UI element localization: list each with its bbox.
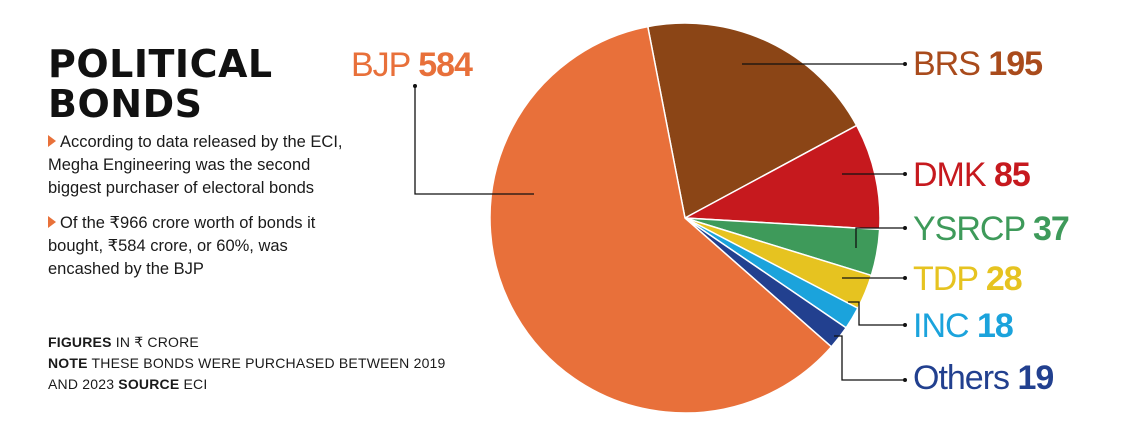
page-title: POLITICAL BONDS bbox=[48, 44, 273, 124]
slice-label-name: BRS bbox=[913, 45, 988, 83]
slice-label-others: Others 19 bbox=[913, 359, 1053, 397]
leader-dot-ysrcp bbox=[903, 226, 907, 230]
pie-slice-dmk bbox=[682, 124, 881, 231]
figures-line: FIGURES IN ₹ CRORE bbox=[48, 332, 468, 353]
orange-triangle-icon bbox=[48, 135, 56, 147]
slice-label-value: 18 bbox=[977, 307, 1013, 345]
slice-label-bjp: BJP 584 bbox=[351, 46, 473, 84]
leader-dot-bjp bbox=[413, 84, 417, 88]
note-text: THESE BONDS WERE PURCHASED BETWEEN 2019 … bbox=[48, 355, 446, 392]
title-line-1: POLITICAL bbox=[48, 42, 273, 86]
footnote: FIGURES IN ₹ CRORE NOTE THESE BONDS WERE… bbox=[48, 332, 468, 395]
slice-label-value: 85 bbox=[994, 156, 1030, 194]
slice-label-name: Others bbox=[913, 359, 1017, 397]
leader-dot-tdp bbox=[903, 276, 907, 280]
orange-triangle-icon bbox=[48, 216, 56, 228]
slice-label-value: 37 bbox=[1033, 210, 1069, 248]
slice-label-name: BJP bbox=[351, 46, 418, 84]
slice-label-tdp: TDP 28 bbox=[913, 260, 1022, 298]
pie-slice-brs bbox=[646, 22, 858, 220]
leader-dot-others bbox=[903, 378, 907, 382]
leader-line-ysrcp bbox=[855, 227, 905, 248]
slice-label-name: YSRCP bbox=[913, 210, 1033, 248]
slice-label-value: 584 bbox=[418, 46, 473, 84]
slice-label-name: TDP bbox=[913, 260, 986, 298]
figures-key: FIGURES bbox=[48, 334, 112, 350]
leader-line-bjp bbox=[414, 86, 534, 195]
leader-lines bbox=[413, 62, 907, 382]
leader-dot-dmk bbox=[903, 172, 907, 176]
leader-dot-brs bbox=[903, 62, 907, 66]
slice-label-name: DMK bbox=[913, 156, 994, 194]
slice-label-inc: INC 18 bbox=[913, 307, 1013, 345]
slice-label-ysrcp: YSRCP 37 bbox=[913, 210, 1069, 248]
source-text: ECI bbox=[179, 376, 208, 392]
slice-label-value: 28 bbox=[986, 260, 1022, 298]
bullet-list: According to data released by the ECI, M… bbox=[48, 131, 348, 293]
figures-text: IN ₹ CRORE bbox=[111, 334, 199, 350]
slice-label-value: 195 bbox=[988, 45, 1042, 83]
bullet-text-1: According to data released by the ECI, M… bbox=[48, 133, 343, 197]
slice-label-name: INC bbox=[913, 307, 977, 345]
leader-line-inc bbox=[848, 301, 905, 326]
slice-label-brs: BRS 195 bbox=[913, 45, 1042, 83]
note-line: NOTE THESE BONDS WERE PURCHASED BETWEEN … bbox=[48, 353, 468, 395]
bullet-item-2: Of the ₹966 crore worth of bonds it boug… bbox=[48, 212, 348, 281]
pie-slices bbox=[489, 22, 881, 414]
note-key: NOTE bbox=[48, 355, 88, 371]
leader-line-others bbox=[834, 335, 905, 381]
title-line-2: BONDS bbox=[48, 82, 203, 126]
bullet-text-2: Of the ₹966 crore worth of bonds it boug… bbox=[48, 214, 316, 278]
leader-dot-inc bbox=[903, 323, 907, 327]
slice-label-dmk: DMK 85 bbox=[913, 156, 1030, 194]
source-key: SOURCE bbox=[118, 376, 180, 392]
slice-label-value: 19 bbox=[1017, 359, 1053, 397]
bullet-item-1: According to data released by the ECI, M… bbox=[48, 131, 348, 200]
pie-slice-bjp bbox=[489, 25, 833, 414]
